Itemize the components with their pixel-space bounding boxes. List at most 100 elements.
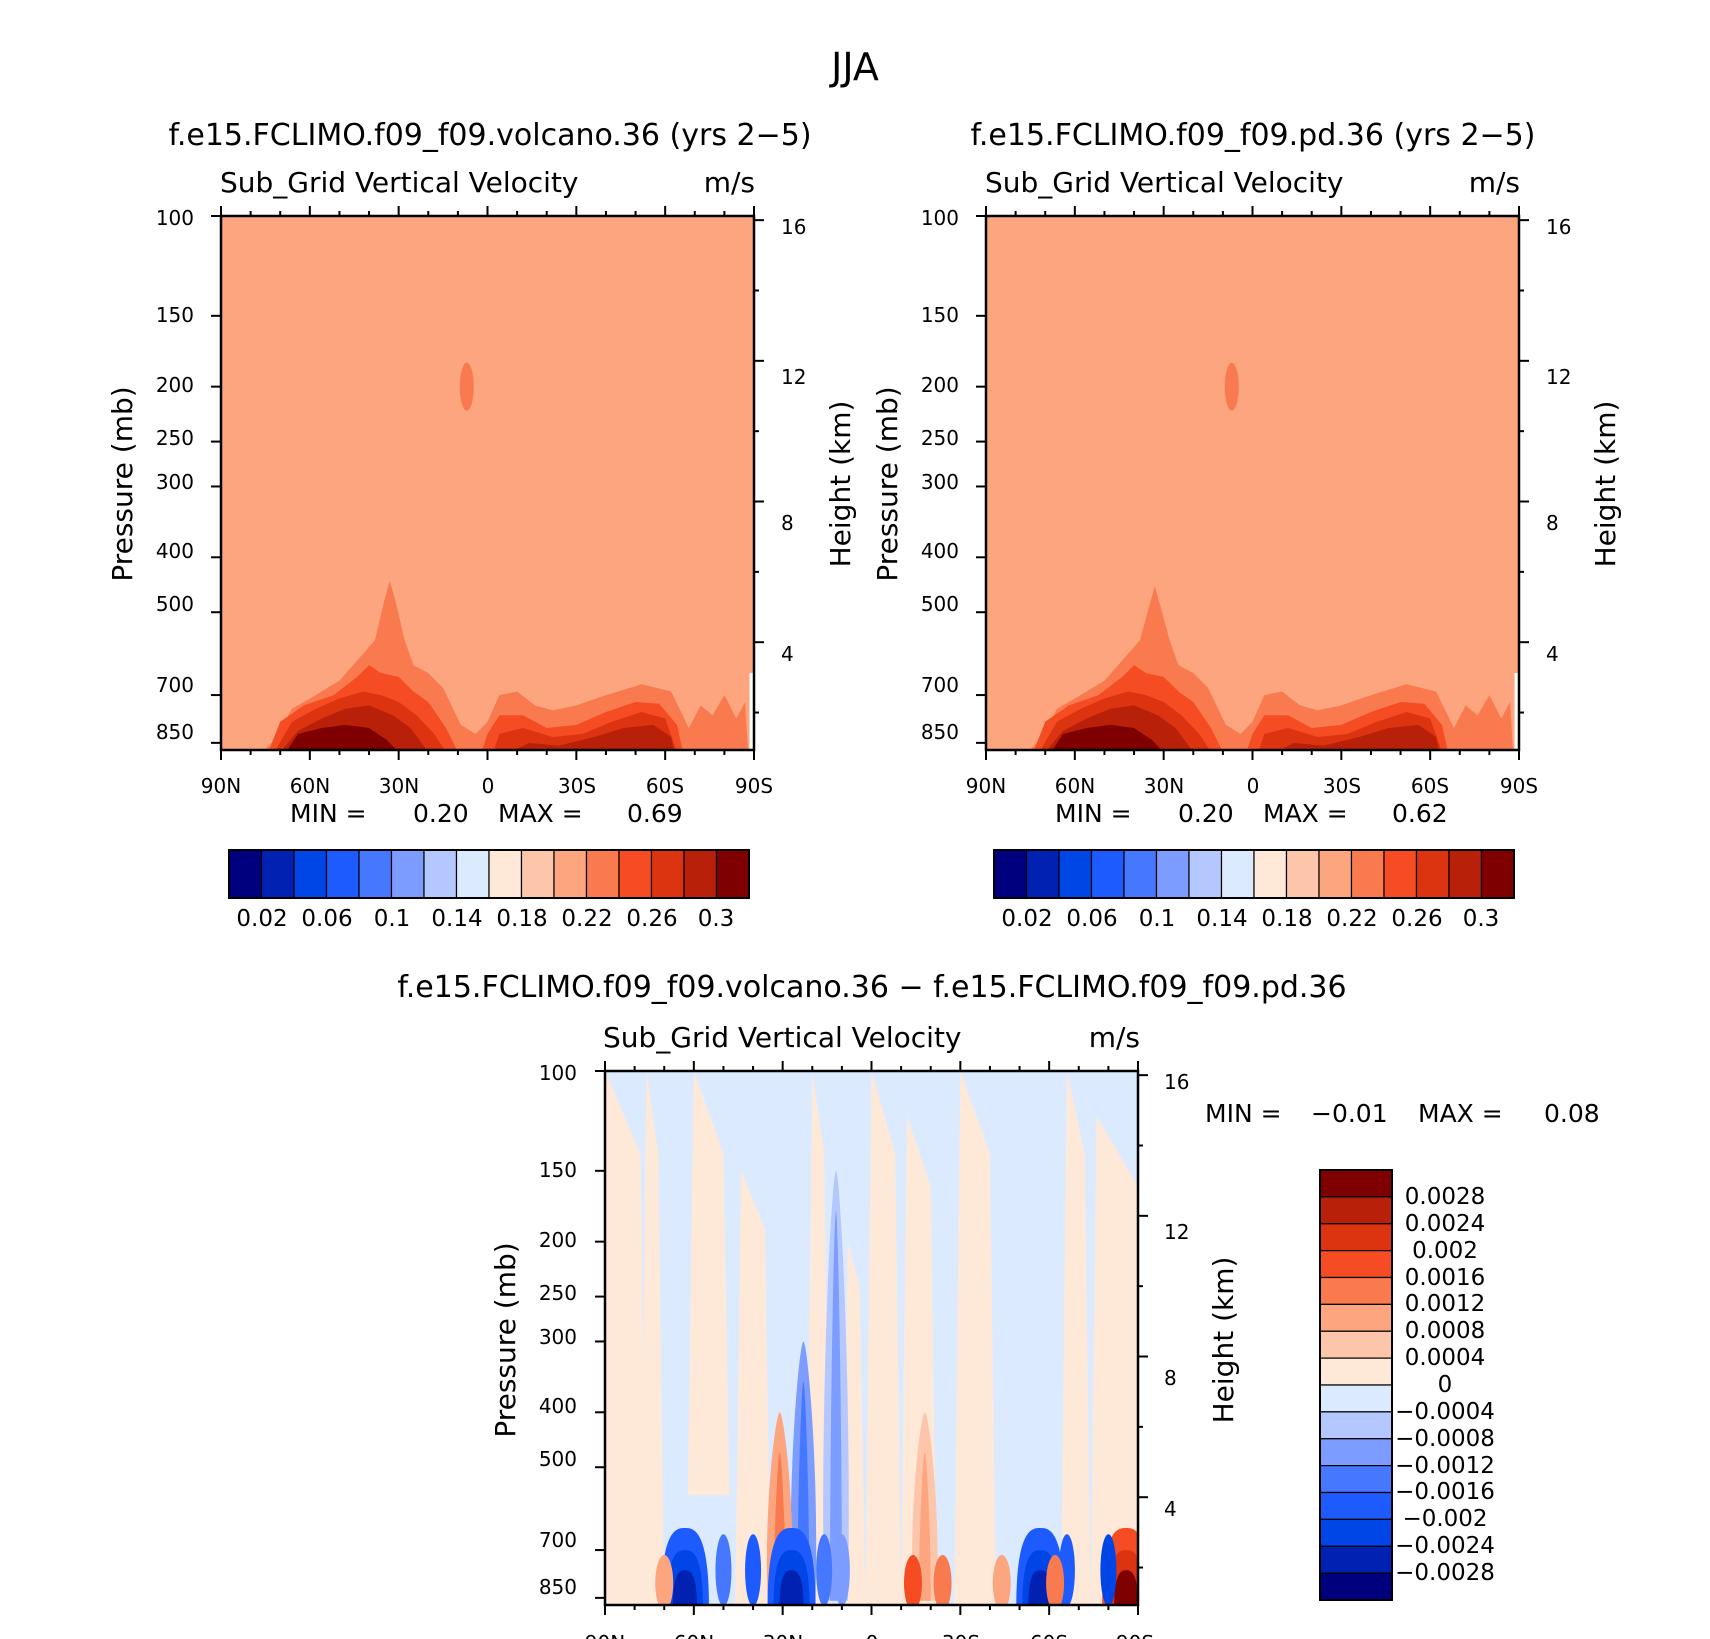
y-tick-label: 850 [539,1575,577,1599]
colorbar-swatch [585,849,620,899]
y-tick-label: 500 [921,592,959,616]
y2-tick-labels: 16 12 8 4 [781,215,806,666]
plot-area [976,206,1529,760]
max-label: MAX = [498,799,583,828]
y2-tick-label: 12 [1164,1220,1189,1244]
y-tick-labels: 100 150 200 250 300 400 500 700 850 [539,1061,577,1599]
colorbar-swatch [993,849,1028,899]
y-tick-label: 250 [156,426,194,450]
colorbar-label: −0.0012 [1395,1453,1495,1479]
colorbar-swatch [1319,1438,1393,1467]
y-tick-label: 700 [539,1528,577,1552]
y-tick-label: 200 [921,373,959,397]
colorbar-labels: 0.0028 0.0024 0.002 0.0016 0.0012 0.0008… [1395,1184,1495,1586]
y2-tick-label: 4 [1164,1497,1177,1521]
y-axis-label: Pressure (mb) [106,386,139,581]
contour-field [986,216,1519,750]
colorbar-labels: 0.02 0.06 0.1 0.14 0.18 0.22 0.26 0.3 [1001,906,1499,932]
colorbar-swatch [1319,1518,1393,1547]
max-value: 0.62 [1392,799,1448,828]
colorbar-swatch [1318,849,1353,899]
y2-tick-label: 8 [781,511,794,535]
contour-spot [459,362,474,411]
plot-area [211,206,764,760]
contour-cell [992,1554,1011,1605]
y-tick-label: 850 [156,720,194,744]
contour-background [221,216,754,750]
colorbar-swatch [1319,1465,1393,1494]
contour-surface-blob [779,1570,804,1605]
colorbar-swatch [1319,1572,1393,1601]
x-tick-label: 60N [290,774,330,798]
x-tick-label: 60S [1411,774,1449,798]
x-tick-labels: 90N 60N 30N 0 30S 60S 90S [201,774,773,798]
colorbar-label: 0.22 [561,906,612,932]
colorbar-swatch [715,849,750,899]
x-tick-label: 0 [482,774,495,798]
contour-positive-strip [735,1170,771,1605]
contour-field [221,216,754,750]
contour-cell [655,1554,674,1605]
colorbar-label: 0.0008 [1405,1318,1485,1344]
contour-positive-strip [605,1071,647,1605]
min-max-readout: MIN = 0.20 MAX = 0.62 [1055,799,1448,828]
colorbar-swatch [228,849,263,899]
colorbar-swatch [1188,849,1223,899]
colorbar-swatch [1319,1303,1393,1332]
y2-tick-label: 8 [1164,1366,1177,1390]
colorbar-swatch [1155,849,1190,899]
x-tick-label: 30S [1323,774,1361,798]
colorbar-label: −0.0008 [1395,1426,1495,1452]
y-tick-label: 700 [921,673,959,697]
colorbar-label: 0.22 [1326,906,1377,932]
colorbar-swatch [1123,849,1158,899]
colorbar-label: 0.14 [1196,906,1247,932]
x-tick-label: 90N [966,774,1006,798]
min-value: 0.20 [413,799,469,828]
colorbar-swatch [1285,849,1320,899]
x-tick-label: 30N [1144,774,1184,798]
contour-positive-strip [1090,1115,1138,1605]
y-axis-label: Pressure (mb) [871,386,904,581]
contour-positive-strip [865,1071,902,1605]
x-tick-label: 60S [646,774,684,798]
colorbar-swatch [1383,849,1418,899]
y-tick-label: 100 [921,206,959,230]
y-tick-label: 500 [539,1447,577,1471]
y2-axis-label: Height (km) [824,401,857,568]
y-axis-label: Pressure (mb) [489,1242,522,1437]
colorbar-swatch [1220,849,1255,899]
max-label: MAX = [1418,1099,1503,1128]
y2-tick-labels: 16 12 8 4 [1164,1070,1189,1521]
contour-core [1380,737,1436,750]
contour-column-core [918,1452,931,1601]
contour-spot [1224,362,1239,411]
y2-tick-label: 4 [1546,642,1559,666]
contour-cell [816,1534,833,1605]
panel-subtitle-left: Sub_Grid Vertical Velocity [985,166,1344,199]
colorbar-frame [228,849,750,899]
x-tick-labels: 90N 60N 30N 0 30S 60S 90S [966,774,1538,798]
contour-positive-strip [687,1071,730,1496]
colorbar-label: 0.02 [1001,906,1052,932]
min-max-readout: MIN = −0.01 MAX = 0.08 [1205,1099,1600,1128]
x-tick-labels: 90N 60N 30N 0 30S 60S 90S [585,1631,1154,1639]
contour-core [1052,724,1162,750]
y-tick-label: 150 [156,303,194,327]
min-label: MIN = [1205,1099,1282,1128]
panel-subtitle-right: m/s [1469,166,1520,199]
colorbar-swatch [1319,1384,1393,1413]
x-tick-label: 30N [379,774,419,798]
colorbar-label: 0.18 [1261,906,1312,932]
colorbar-swatch [1448,849,1483,899]
colorbar-label: −0.0024 [1395,1533,1495,1559]
x-tick-label: 90S [1116,1631,1154,1639]
panel-subtitle-right: m/s [1089,1021,1140,1054]
x-tick-label: 90S [1500,774,1538,798]
contour-cell [903,1554,922,1605]
figure-title: JJA [829,45,879,89]
contour-surface-blob [1114,1570,1138,1605]
colorbar-swatch [390,849,425,899]
x-tick-label: 30S [558,774,596,798]
